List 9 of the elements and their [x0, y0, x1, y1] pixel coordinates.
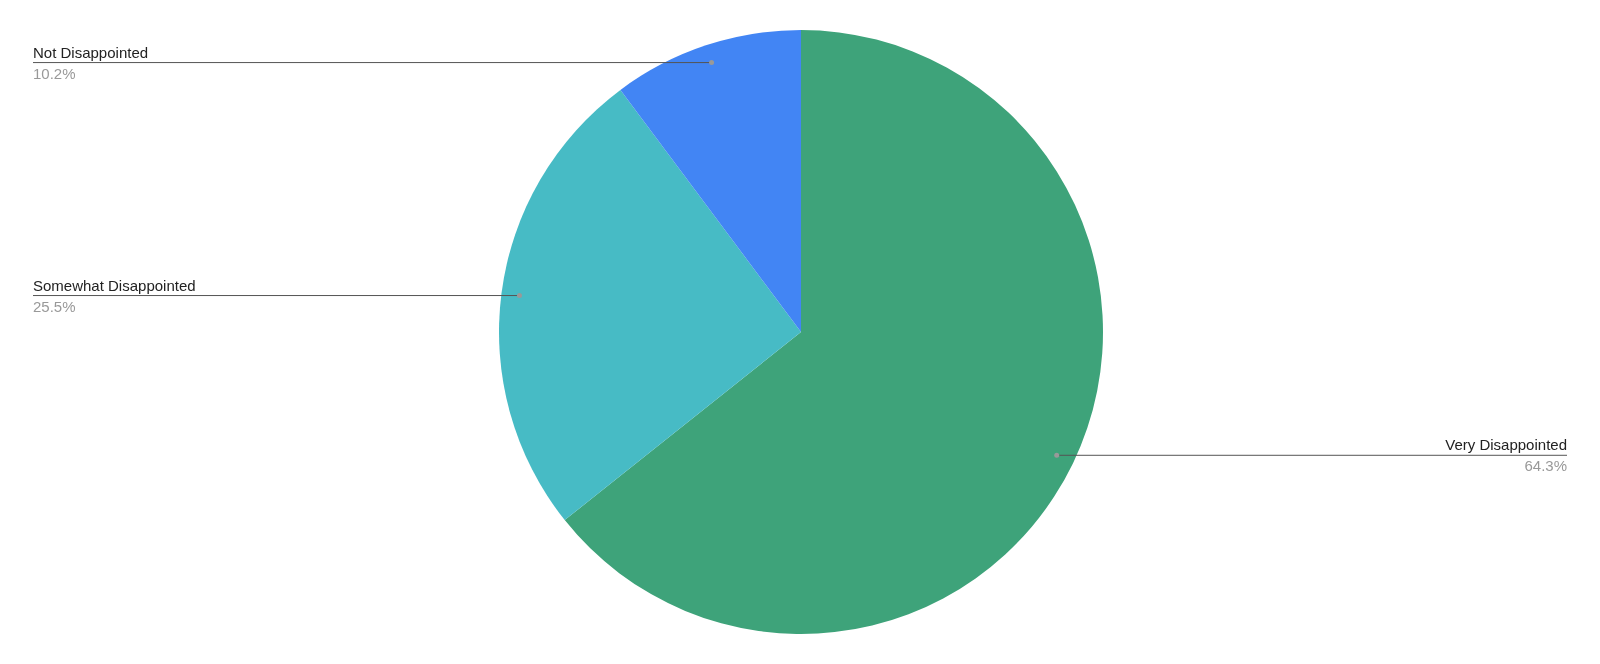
pie-slice	[620, 30, 801, 332]
pie-slice	[499, 89, 801, 521]
slice-label: Very Disappointed	[1445, 436, 1567, 454]
data-label: 10.2%	[33, 64, 76, 82]
data-label: 64.3%	[1524, 457, 1567, 475]
slice-label: Somewhat Disappointed	[33, 276, 196, 294]
data-label: 25.5%	[33, 297, 76, 315]
pie-slice	[564, 30, 1103, 634]
slice-label: Not Disappointed	[33, 43, 149, 61]
